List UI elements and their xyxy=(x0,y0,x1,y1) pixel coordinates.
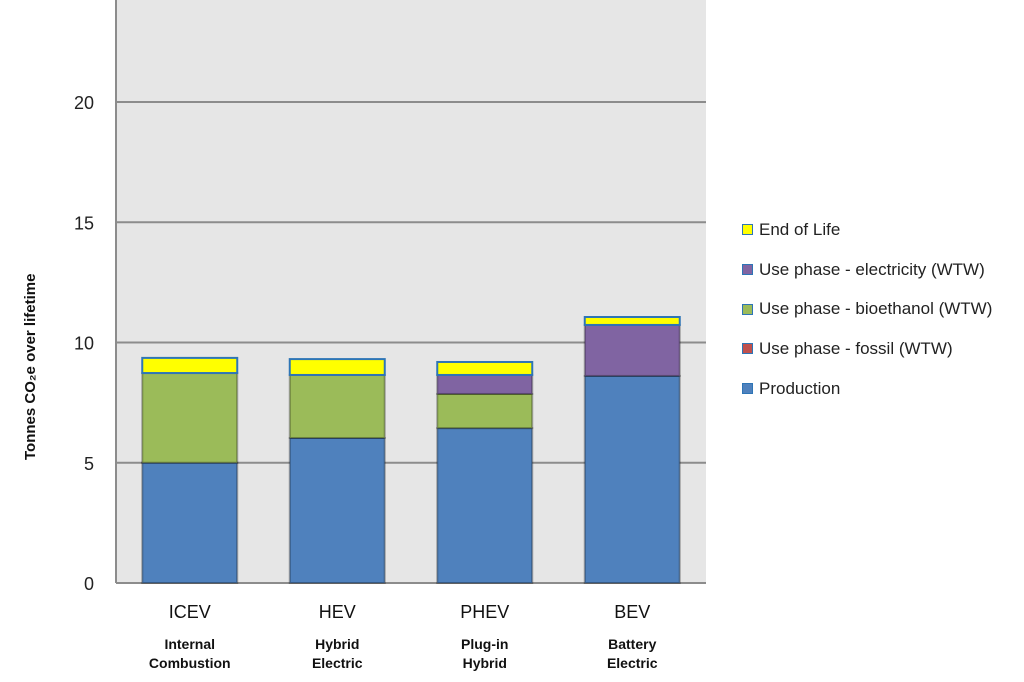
x-sublabel: Plug-in xyxy=(461,636,508,652)
legend: End of Life Use phase - electricity (WTW)… xyxy=(742,210,992,408)
legend-item: Use phase - fossil (WTW) xyxy=(742,329,992,369)
x-sublabel: Electric xyxy=(607,655,658,671)
y-tick-label: 15 xyxy=(74,213,94,233)
legend-item: Production xyxy=(742,369,992,409)
bar-segment xyxy=(583,323,681,377)
legend-swatch xyxy=(742,303,753,315)
x-tick-label: PHEV xyxy=(460,602,509,622)
bar-segment xyxy=(141,461,239,584)
legend-item: End of Life xyxy=(742,210,992,250)
legend-label: End of Life xyxy=(759,219,841,239)
y-tick-label: 0 xyxy=(84,574,94,594)
legend-swatch xyxy=(742,264,753,276)
legend-swatch xyxy=(742,343,753,355)
y-tick-label: 20 xyxy=(74,93,94,113)
bar-segment xyxy=(436,373,534,395)
bar-segment xyxy=(436,392,534,430)
bar-segment xyxy=(288,373,386,439)
bar-segment xyxy=(288,436,386,584)
legend-label: Use phase - bioethanol (WTW) xyxy=(759,299,993,319)
x-sublabel: Hybrid xyxy=(463,655,507,671)
x-sublabel: Combustion xyxy=(149,655,231,671)
x-tick-label: HEV xyxy=(319,602,356,622)
legend-swatch xyxy=(742,383,753,395)
x-tick-label: BEV xyxy=(614,602,650,622)
legend-item: Use phase - electricity (WTW) xyxy=(742,250,992,290)
bar-segment xyxy=(288,358,386,376)
legend-swatch xyxy=(742,224,753,236)
bar-segment xyxy=(436,427,534,585)
x-sublabel: Internal xyxy=(164,636,215,652)
legend-item: Use phase - bioethanol (WTW) xyxy=(742,289,992,329)
bar-segment xyxy=(141,356,239,375)
x-tick-label: ICEV xyxy=(169,602,211,622)
y-tick-label: 10 xyxy=(74,334,94,354)
x-sublabel: Battery xyxy=(608,636,656,652)
legend-label: Use phase - fossil (WTW) xyxy=(759,338,953,358)
bar-segment xyxy=(141,372,239,464)
x-sublabel: Electric xyxy=(312,655,363,671)
bar-segment xyxy=(436,360,534,376)
bar-segment xyxy=(583,316,681,326)
legend-label: Use phase - electricity (WTW) xyxy=(759,259,985,279)
legend-label: Production xyxy=(759,378,841,398)
y-axis-label: Tonnes CO₂e over lifetime xyxy=(22,273,39,460)
x-sublabel: Hybrid xyxy=(315,636,359,652)
y-tick-label: 5 xyxy=(84,454,94,474)
bar-segment xyxy=(583,374,681,584)
